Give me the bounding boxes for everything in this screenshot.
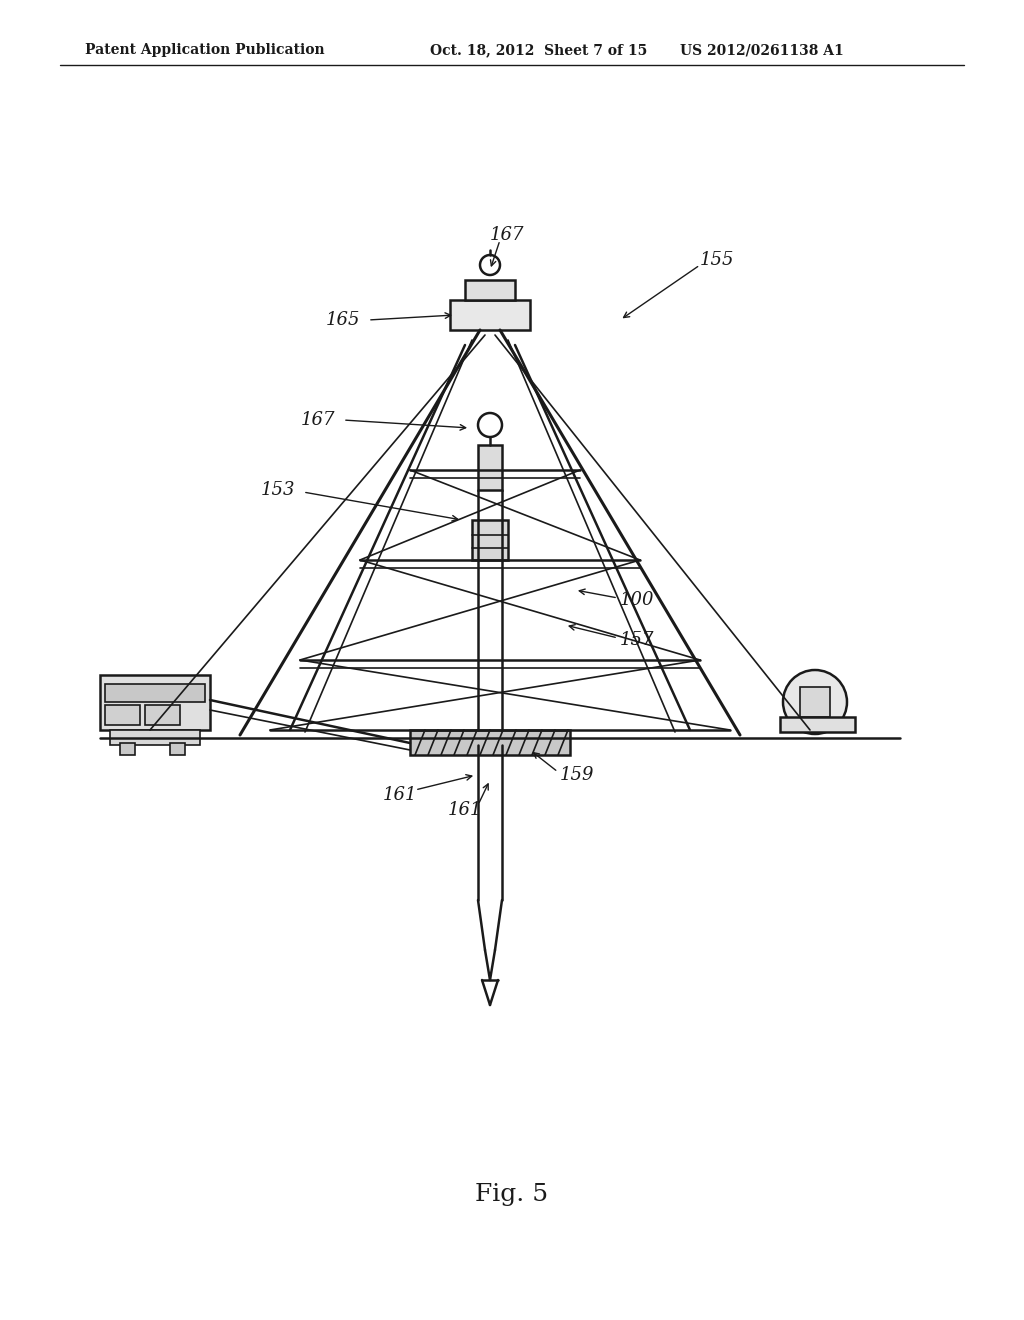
- Text: 161: 161: [447, 801, 482, 818]
- Bar: [800, 686, 830, 717]
- Bar: [410, 730, 570, 755]
- Text: 167: 167: [300, 411, 335, 429]
- Bar: [105, 684, 205, 702]
- Bar: [478, 445, 502, 490]
- Bar: [472, 520, 508, 560]
- Bar: [145, 705, 180, 725]
- Bar: [120, 743, 135, 755]
- Text: 157: 157: [620, 631, 654, 649]
- Text: 155: 155: [700, 251, 734, 269]
- Bar: [780, 717, 855, 733]
- Text: 159: 159: [560, 766, 595, 784]
- Bar: [465, 280, 515, 300]
- Text: Oct. 18, 2012  Sheet 7 of 15: Oct. 18, 2012 Sheet 7 of 15: [430, 44, 647, 57]
- Text: 153: 153: [260, 480, 295, 499]
- Text: US 2012/0261138 A1: US 2012/0261138 A1: [680, 44, 844, 57]
- Bar: [105, 705, 140, 725]
- Bar: [170, 743, 185, 755]
- Bar: [110, 730, 200, 744]
- Text: 100: 100: [620, 591, 654, 609]
- Text: 167: 167: [490, 226, 524, 244]
- Bar: [450, 300, 530, 330]
- Text: 165: 165: [326, 312, 360, 329]
- Circle shape: [783, 671, 847, 734]
- Text: Fig. 5: Fig. 5: [475, 1184, 549, 1206]
- Text: Patent Application Publication: Patent Application Publication: [85, 44, 325, 57]
- Text: 161: 161: [383, 785, 417, 804]
- Bar: [100, 675, 210, 730]
